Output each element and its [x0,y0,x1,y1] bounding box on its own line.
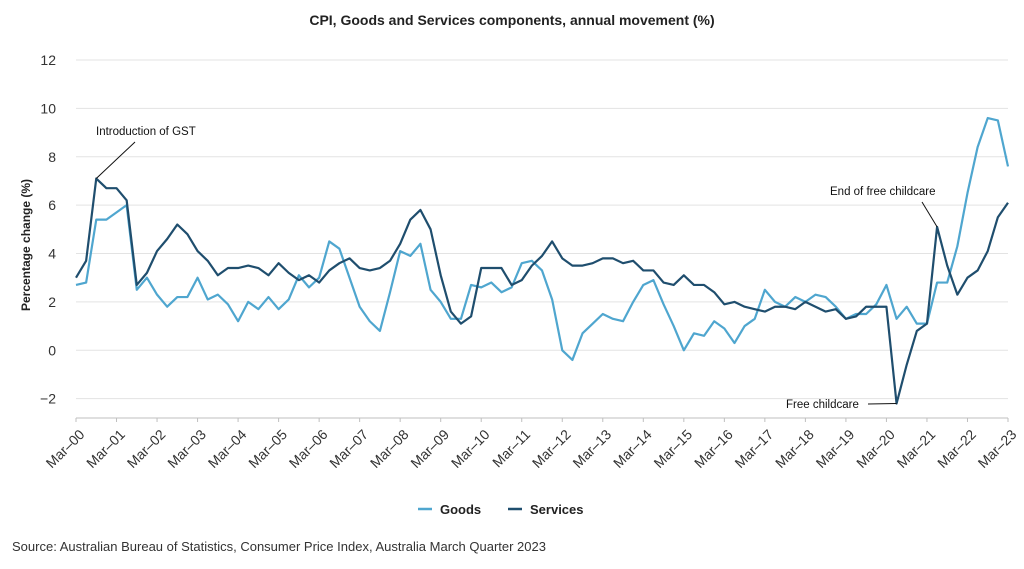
annotation-leader [921,201,938,228]
y-tick-label: 8 [48,149,56,165]
chart-title: CPI, Goods and Services components, annu… [309,12,714,28]
y-tick-label: 12 [40,52,56,68]
source-note: Source: Australian Bureau of Statistics,… [12,539,546,554]
x-tick-label: Mar–23 [975,426,1020,471]
annotations: Introduction of GST End of free childcare… [95,126,938,411]
y-tick-label: −2 [40,391,56,407]
x-tick-label: Mar–00 [43,426,88,471]
x-tick-label: Mar–15 [650,426,695,471]
x-tick-label: Mar–02 [124,426,169,471]
legend-label-goods: Goods [440,502,481,517]
legend-label-services: Services [530,502,584,517]
x-tick-label: Mar–22 [934,426,979,471]
annotation-leader [867,402,897,405]
series-layer [75,116,1010,405]
y-tick-label: 6 [48,197,56,213]
series-line-services [75,177,1009,405]
x-tick-label: Mar–13 [569,426,614,471]
y-tick-label: 4 [48,246,56,262]
x-tick-label: Mar–16 [691,426,736,471]
x-tick-label: Mar–14 [610,426,655,471]
y-axis-label: Percentage change (%) [19,179,33,311]
y-tick-label: 2 [48,294,56,310]
y-tick-label: 10 [40,100,56,116]
grid-lines [76,59,1008,400]
x-tick-label: Mar–11 [489,426,533,470]
x-tick-label: Mar–07 [326,426,371,471]
x-tick-label: Mar–10 [448,426,493,471]
x-axis-ticks: Mar–00Mar–01Mar–02Mar–03Mar–04Mar–05Mar–… [43,418,1020,471]
x-tick-label: Mar–01 [83,426,128,471]
x-tick-label: Mar–09 [407,426,452,471]
x-tick-label: Mar–12 [529,426,574,471]
annotation-label: Free childcare [786,399,859,411]
x-tick-label: Mar–06 [286,426,331,471]
x-tick-label: Mar–03 [164,426,209,471]
x-tick-label: Mar–04 [205,426,250,471]
x-tick-label: Mar–20 [853,426,898,471]
annotation-label: End of free childcare [830,186,935,198]
y-tick-label: 0 [48,342,56,358]
annotation-leader [95,141,136,179]
annotation-label: Introduction of GST [96,126,196,138]
legend: Goods Services [418,502,584,517]
x-tick-label: Mar–05 [245,426,290,471]
x-tick-label: Mar–21 [894,426,939,471]
x-tick-label: Mar–18 [772,426,817,471]
y-axis-ticks: −2 0 2 4 6 8 10 12 [40,52,56,407]
x-tick-label: Mar–08 [367,426,412,471]
x-tick-label: Mar–17 [731,426,776,471]
x-tick-label: Mar–19 [813,426,858,471]
series-line-goods [75,116,1010,362]
